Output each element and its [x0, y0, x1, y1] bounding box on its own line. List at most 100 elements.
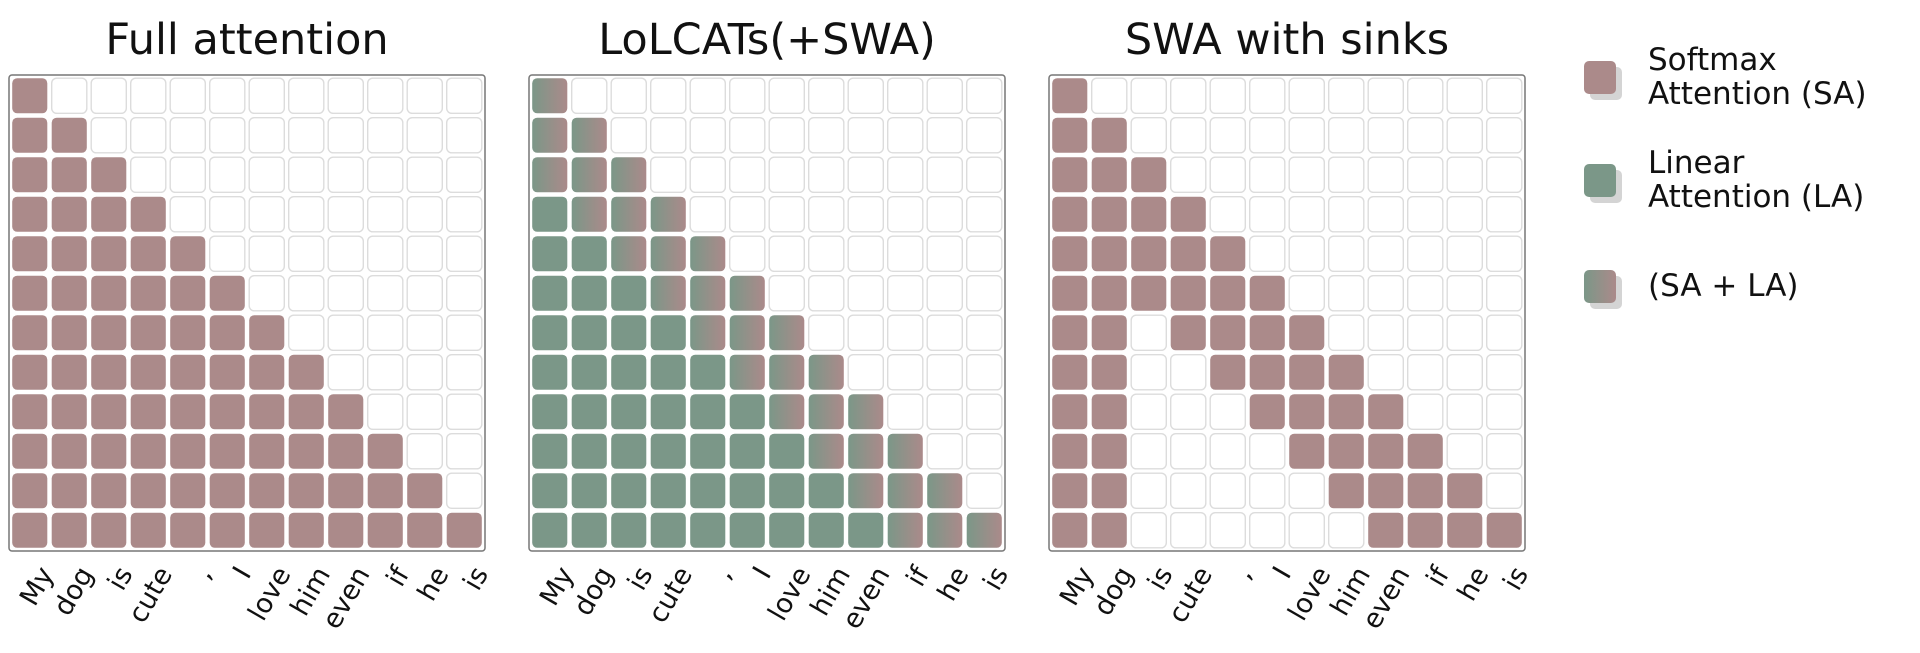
- attention-cell-empty: [1327, 275, 1365, 312]
- attention-cell-empty: [248, 116, 285, 154]
- attention-cell-empty: [1327, 512, 1365, 549]
- attention-cell-empty: [248, 195, 285, 233]
- attention-cell-empty: [208, 156, 246, 193]
- attention-cell-empty: [1446, 235, 1483, 272]
- attention-cell-linear: [808, 473, 844, 509]
- attention-cell-softmax: [328, 512, 364, 548]
- attention-cell-softmax: [209, 275, 245, 311]
- attention-cell-empty: [847, 195, 885, 233]
- attention-cell-empty: [966, 433, 1003, 470]
- attention-cell-softmax: [1131, 196, 1167, 232]
- attention-cell-linear: [690, 354, 726, 390]
- attention-cell-empty: [1130, 77, 1167, 114]
- attention-cell-empty: [650, 77, 687, 114]
- attention-cell-empty: [1327, 314, 1365, 352]
- attention-cell-softmax: [209, 473, 245, 509]
- attention-cell-empty: [768, 195, 806, 233]
- attention-cell-mixed: [571, 157, 607, 193]
- attention-cell-empty: [1446, 195, 1483, 233]
- attention-cell-empty: [966, 77, 1003, 114]
- attention-cell-empty: [1406, 275, 1444, 312]
- attention-cell-empty: [1367, 77, 1404, 114]
- attention-cell-linear: [571, 236, 607, 272]
- legend-label-softmax-line2: Attention (SA): [1648, 76, 1867, 112]
- attention-cell-linear: [650, 354, 686, 390]
- attention-cell-softmax: [12, 394, 48, 430]
- attention-cell-linear: [571, 315, 607, 351]
- attention-cell-empty: [1248, 433, 1286, 470]
- attention-cell-empty: [847, 116, 885, 154]
- attention-cell-mixed: [769, 354, 805, 390]
- attention-cell-softmax: [12, 512, 48, 548]
- attention-cell-empty: [1288, 156, 1325, 193]
- attention-cell-softmax: [12, 433, 48, 469]
- token-label: love: [762, 562, 817, 627]
- attention-cell-empty: [808, 314, 845, 352]
- attention-cell-empty: [689, 195, 727, 233]
- legend-item-mixed: (SA + LA): [1584, 268, 1799, 309]
- attention-cell-empty: [689, 156, 727, 193]
- attention-cell-empty: [327, 235, 365, 272]
- attention-cell-empty: [768, 116, 806, 154]
- attention-cell-empty: [51, 77, 88, 114]
- attention-cell-empty: [406, 314, 444, 352]
- attention-cell-empty: [768, 235, 806, 272]
- attention-cell-empty: [1130, 354, 1167, 391]
- attention-cell-softmax: [209, 315, 245, 351]
- attention-cell-empty: [1248, 512, 1286, 549]
- token-label: dog: [1088, 562, 1140, 621]
- attention-cell-empty: [208, 77, 246, 114]
- attention-cell-softmax: [1091, 473, 1127, 509]
- legend-label-softmax-line1: Softmax: [1648, 42, 1777, 78]
- attention-cell-empty: [768, 275, 806, 312]
- attention-cell-softmax: [1052, 157, 1088, 193]
- attention-cell-empty: [288, 275, 325, 312]
- token-label: is: [1142, 562, 1180, 596]
- attention-cell-softmax: [1091, 157, 1127, 193]
- token-label: cute: [123, 562, 179, 629]
- token-label: he: [412, 562, 456, 607]
- attention-cell-empty: [1485, 77, 1523, 114]
- attention-cell-empty: [966, 195, 1003, 233]
- attention-cell-empty: [1406, 393, 1444, 431]
- attention-cell-empty: [966, 472, 1003, 510]
- attention-cell-softmax: [91, 157, 127, 193]
- attention-cell-linear: [532, 394, 568, 430]
- attention-cell-softmax: [91, 354, 127, 390]
- attention-cell-linear: [532, 512, 568, 548]
- attention-cell-empty: [169, 195, 206, 233]
- attention-cell-softmax: [367, 473, 403, 509]
- attention-cell-softmax: [249, 394, 285, 430]
- attention-cell-empty: [1485, 275, 1523, 312]
- attention-cell-linear: [611, 473, 647, 509]
- token-label: is: [457, 562, 495, 596]
- attention-cell-softmax: [91, 512, 127, 548]
- attention-cell-softmax: [328, 394, 364, 430]
- attention-cell-empty: [847, 235, 885, 272]
- attention-cell-empty: [729, 77, 766, 114]
- attention-cell-softmax: [1091, 196, 1127, 232]
- panel-title-full-attention: Full attention: [105, 15, 388, 65]
- attention-cell-empty: [327, 116, 365, 154]
- attention-cell-mixed: [690, 236, 726, 272]
- attention-cell-empty: [1209, 156, 1246, 193]
- attention-cell-softmax: [1210, 315, 1246, 351]
- attention-cell-softmax: [170, 433, 206, 469]
- attention-grid-sinks: [1048, 74, 1526, 552]
- attention-cell-empty: [1130, 433, 1167, 470]
- attention-cell-empty: [1209, 472, 1246, 510]
- attention-cell-empty: [887, 275, 924, 312]
- attention-cell-empty: [327, 195, 365, 233]
- attention-cell-mixed: [611, 157, 647, 193]
- attention-cell-empty: [1446, 354, 1483, 391]
- attention-cell-empty: [1288, 77, 1325, 114]
- attention-cell-empty: [1209, 512, 1246, 549]
- attention-cell-softmax: [12, 275, 48, 311]
- attention-cell-linear: [611, 315, 647, 351]
- attention-cell-empty: [808, 235, 845, 272]
- attention-cell-empty: [1130, 512, 1167, 549]
- attention-cell-softmax: [12, 196, 48, 232]
- attention-cell-softmax: [130, 394, 166, 430]
- attention-cell-softmax: [1289, 394, 1325, 430]
- attention-cell-linear: [571, 275, 607, 311]
